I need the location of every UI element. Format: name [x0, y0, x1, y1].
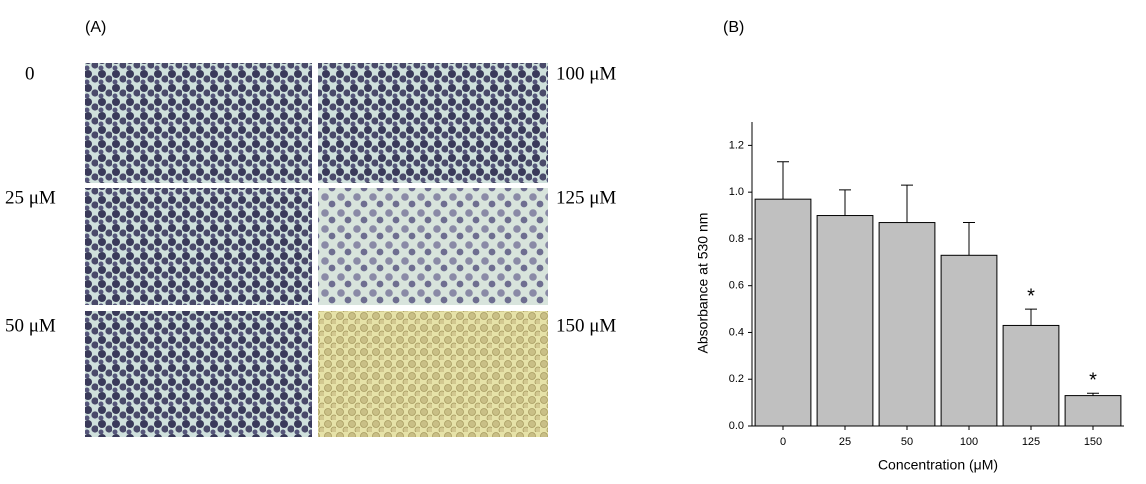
- significance-mark: *: [1089, 370, 1097, 392]
- micrograph: [318, 188, 548, 305]
- micrograph: [318, 311, 548, 437]
- bar: [940, 254, 998, 427]
- panel-label: (A): [85, 19, 106, 36]
- bar: [1002, 324, 1060, 427]
- y-tick-label: 1.0: [729, 186, 744, 198]
- bar: [816, 215, 874, 427]
- x-axis-label: Concentration (μM): [878, 457, 998, 473]
- condition-label: 125 μM: [556, 187, 616, 208]
- panel-label: (B): [723, 19, 744, 36]
- error-bar: [1025, 308, 1037, 326]
- condition-label: 0: [25, 63, 35, 84]
- x-tick-label: 100: [960, 436, 978, 448]
- micrograph: [318, 63, 548, 183]
- error-bar: [839, 189, 851, 216]
- error-bar: [777, 161, 789, 200]
- x-tick-label: 150: [1084, 436, 1102, 448]
- bar: [754, 198, 812, 427]
- micrograph: [85, 188, 312, 305]
- micrograph: [85, 63, 312, 183]
- bar: [878, 222, 936, 427]
- y-tick-label: 1.2: [729, 139, 744, 151]
- y-tick-label: 0.2: [729, 373, 744, 385]
- y-tick-label: 0.4: [729, 326, 744, 338]
- condition-label: 100 μM: [556, 63, 616, 84]
- y-tick-label: 0.8: [729, 233, 744, 245]
- bar: [1064, 395, 1122, 427]
- micrographs: [85, 63, 548, 437]
- x-tick-label: 125: [1022, 436, 1040, 448]
- y-axis-label: Absorbance at 530 nm: [695, 213, 711, 354]
- significance-mark: *: [1027, 285, 1035, 307]
- y-tick-label: 0.0: [729, 420, 744, 432]
- x-tick-label: 50: [901, 436, 913, 448]
- micrograph: [85, 311, 312, 437]
- condition-label: 50 μM: [5, 315, 56, 336]
- error-bar: [1087, 392, 1099, 396]
- condition-label: 25 μM: [5, 187, 56, 208]
- condition-label: 150 μM: [556, 315, 616, 336]
- error-bar: [901, 184, 913, 223]
- y-tick-label: 0.6: [729, 280, 744, 292]
- error-bar: [963, 222, 975, 256]
- x-tick-label: 0: [780, 436, 786, 448]
- x-tick-label: 25: [839, 436, 851, 448]
